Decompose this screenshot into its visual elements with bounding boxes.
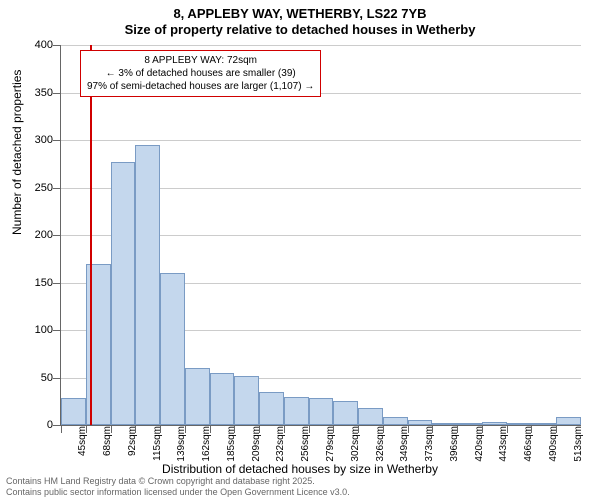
chart-title-2: Size of property relative to detached ho… xyxy=(0,22,600,37)
x-tick xyxy=(408,425,409,433)
y-tick-label: 50 xyxy=(21,372,53,384)
y-tick xyxy=(53,425,61,426)
x-tick xyxy=(135,425,136,433)
y-tick xyxy=(53,378,61,379)
annotation-box: 8 APPLEBY WAY: 72sqm ← 3% of detached ho… xyxy=(80,50,321,97)
annotation-line-3: 97% of semi-detached houses are larger (… xyxy=(87,80,314,93)
y-tick-label: 100 xyxy=(21,324,53,336)
x-tick xyxy=(111,425,112,433)
histogram-bar xyxy=(556,417,581,425)
x-tick xyxy=(210,425,211,433)
histogram-bar xyxy=(234,376,259,425)
histogram-bar xyxy=(210,373,235,425)
y-tick-label: 300 xyxy=(21,134,53,146)
histogram-bar xyxy=(383,417,408,425)
histogram-bar xyxy=(432,423,457,425)
chart-container: 8, APPLEBY WAY, WETHERBY, LS22 7YB Size … xyxy=(0,0,600,500)
y-tick-label: 350 xyxy=(21,87,53,99)
histogram-bar xyxy=(61,398,86,425)
x-tick xyxy=(234,425,235,433)
histogram-bar xyxy=(531,423,556,425)
footer-line-2: Contains public sector information licen… xyxy=(6,487,350,498)
y-tick-label: 200 xyxy=(21,229,53,241)
x-tick xyxy=(432,425,433,433)
x-tick xyxy=(259,425,260,433)
y-tick xyxy=(53,140,61,141)
histogram-bar xyxy=(111,162,136,425)
footer-line-1: Contains HM Land Registry data © Crown c… xyxy=(6,476,350,487)
y-tick-label: 400 xyxy=(21,39,53,51)
annotation-line-1: 8 APPLEBY WAY: 72sqm xyxy=(87,54,314,67)
x-tick xyxy=(457,425,458,433)
histogram-bar xyxy=(333,401,358,425)
reference-line xyxy=(90,45,92,425)
y-tick xyxy=(53,45,61,46)
grid-line xyxy=(61,140,581,141)
x-tick xyxy=(185,425,186,433)
grid-line xyxy=(61,45,581,46)
chart-title-1: 8, APPLEBY WAY, WETHERBY, LS22 7YB xyxy=(0,6,600,21)
histogram-bar xyxy=(507,423,532,425)
x-tick xyxy=(556,425,557,433)
y-tick xyxy=(53,330,61,331)
x-tick xyxy=(507,425,508,433)
x-tick xyxy=(358,425,359,433)
x-tick xyxy=(61,425,62,433)
histogram-bar xyxy=(284,397,309,426)
histogram-bar xyxy=(259,392,284,425)
histogram-bar xyxy=(185,368,210,425)
x-tick xyxy=(86,425,87,433)
histogram-bar xyxy=(482,422,507,425)
histogram-bar xyxy=(358,408,383,425)
x-axis-title: Distribution of detached houses by size … xyxy=(0,462,600,476)
annotation-line-2: ← 3% of detached houses are smaller (39) xyxy=(87,67,314,80)
x-tick xyxy=(333,425,334,433)
y-tick xyxy=(53,188,61,189)
x-tick xyxy=(284,425,285,433)
y-tick-label: 150 xyxy=(21,277,53,289)
x-tick xyxy=(309,425,310,433)
histogram-bar xyxy=(135,145,160,425)
y-tick-label: 0 xyxy=(21,419,53,431)
x-tick xyxy=(482,425,483,433)
x-tick xyxy=(160,425,161,433)
footer-attribution: Contains HM Land Registry data © Crown c… xyxy=(6,476,350,498)
histogram-bar xyxy=(309,398,334,425)
plot-area: 05010015020025030035040045sqm68sqm92sqm1… xyxy=(60,45,581,426)
histogram-bar xyxy=(160,273,185,425)
histogram-bar xyxy=(457,423,482,425)
y-tick xyxy=(53,283,61,284)
x-tick xyxy=(383,425,384,433)
y-tick-label: 250 xyxy=(21,182,53,194)
histogram-bar xyxy=(408,420,433,425)
x-tick-label: 513sqm xyxy=(573,426,584,462)
x-tick xyxy=(531,425,532,433)
y-tick xyxy=(53,235,61,236)
y-tick xyxy=(53,93,61,94)
